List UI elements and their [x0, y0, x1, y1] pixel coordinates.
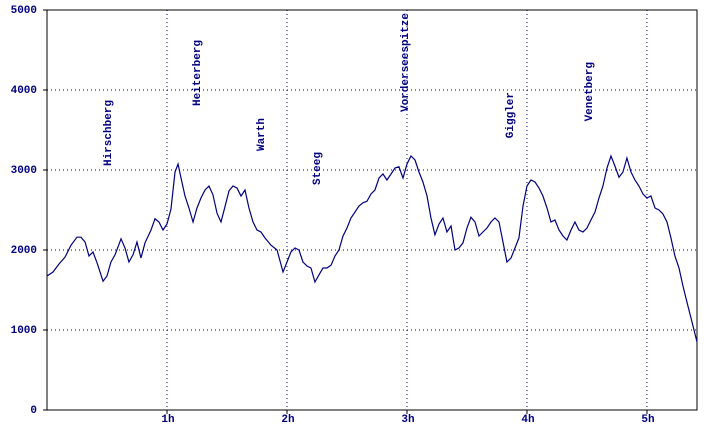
peak-label: Vorderseespitze [400, 13, 412, 112]
y-tick-label: 1000 [11, 325, 37, 337]
y-tick-label: 3000 [11, 165, 37, 177]
peak-label: Giggler [505, 92, 517, 138]
y-tick-label: 5000 [11, 5, 37, 17]
y-tick-label: 4000 [11, 85, 37, 97]
y-tick-label: 2000 [11, 245, 37, 257]
peak-label: Venetberg [584, 62, 596, 121]
x-tick-label: 2h [281, 414, 294, 426]
x-tick-label: 4h [521, 414, 534, 426]
peak-label: Heiterberg [192, 40, 204, 106]
x-tick-label: 3h [401, 414, 414, 426]
x-tick-label: 1h [161, 414, 174, 426]
x-tick-label: 5h [641, 414, 654, 426]
plot-frame [46, 9, 698, 411]
peak-label: Warth [256, 118, 268, 151]
peak-label: Steeg [312, 152, 324, 185]
y-tick-label: 0 [30, 405, 37, 417]
peak-label: Hirschberg [103, 100, 115, 166]
elevation-line [46, 154, 698, 343]
